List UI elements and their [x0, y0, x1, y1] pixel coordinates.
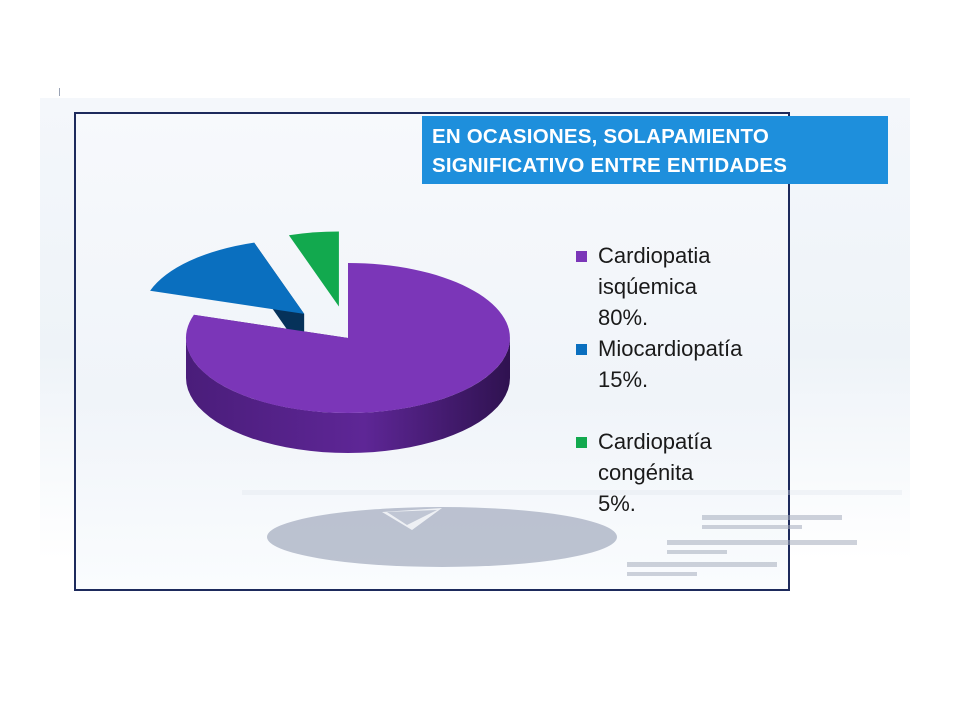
legend: Cardiopatia isqúemica 80%. Miocardiopatí… — [576, 240, 786, 519]
legend-swatch — [576, 251, 587, 262]
pie-slice-miocardiopatia — [150, 242, 305, 314]
chart-reflection — [242, 490, 902, 576]
pie-slice-cardiopatia-congenita — [288, 231, 339, 307]
legend-item-cardiopatia-isquemica: Cardiopatia isqúemica 80%. — [576, 240, 786, 333]
pie-slice-cardiopatia-isquemica — [185, 263, 510, 414]
title-line-2: SIGNIFICATIVO ENTRE ENTIDADES — [432, 154, 788, 177]
pie-slice-side-cardiopatia-isquemica — [186, 338, 510, 453]
legend-swatch — [576, 344, 587, 355]
legend-label: isqúemica — [598, 274, 698, 299]
legend-item-miocardiopatia: Miocardiopatía 15%. — [576, 333, 786, 395]
legend-swatch — [576, 437, 587, 448]
legend-value: 15%. — [598, 367, 649, 392]
legend-value: 80%. — [598, 305, 649, 330]
legend-label: Miocardiopatía — [598, 336, 743, 361]
legend-value: 5%. — [598, 491, 636, 516]
title-banner: EN OCASIONES, SOLAPAMIENTO SIGNIFICATIVO… — [422, 116, 888, 184]
legend-label: Cardiopatia — [598, 243, 711, 268]
title-line-1: EN OCASIONES, SOLAPAMIENTO — [432, 125, 770, 148]
corner-tick — [59, 88, 60, 96]
legend-item-cardiopatia-congenita: Cardiopatía congénita 5%. — [576, 426, 786, 519]
legend-label: Cardiopatía — [598, 429, 712, 454]
legend-label: congénita — [598, 460, 694, 485]
